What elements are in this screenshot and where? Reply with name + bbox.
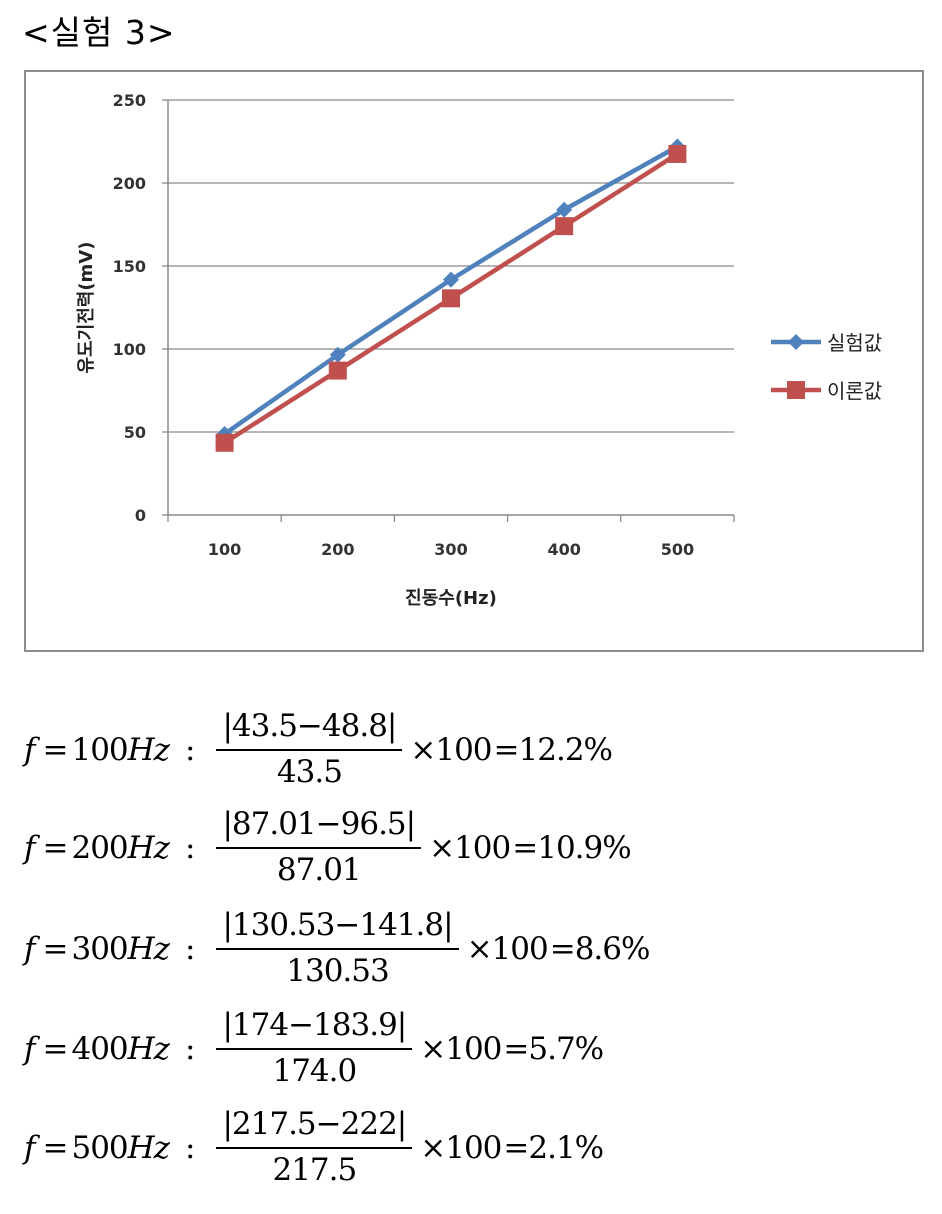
x-tick-label: 300	[434, 540, 467, 559]
formula-variable: f	[24, 830, 36, 866]
error-formula-row: f = 500 Hz: |217.5−222| 217.5 ×100 =2.1%	[24, 1102, 604, 1194]
y-tick-label: 200	[113, 174, 146, 193]
formula-result: =10.9%	[512, 830, 631, 866]
y-tick-label: 50	[124, 423, 146, 442]
formula-fraction: |87.01−96.5| 87.01	[212, 807, 425, 888]
legend-marker	[787, 381, 805, 399]
y-axis-label: 유도기전력(mV)	[76, 242, 97, 374]
formula-equals: =	[42, 830, 68, 866]
x-tick-label: 500	[661, 540, 694, 559]
x-tick-label: 400	[547, 540, 580, 559]
line-chart: 0 50 100 150 200 250 100 200 300 400 500 진동수(Hz) 유도기…	[76, 91, 882, 609]
formula-equals: =	[42, 732, 68, 768]
x-tick-label: 200	[321, 540, 354, 559]
legend-marker	[788, 334, 804, 350]
formula-result: =12.2%	[493, 732, 613, 768]
formula-multiplier: ×100	[420, 1031, 502, 1067]
formula-variable: f	[24, 1031, 36, 1067]
formula-numerator: |43.5−48.8|	[216, 709, 403, 751]
formula-result: =5.7%	[503, 1031, 604, 1067]
legend-label: 실험값	[827, 331, 882, 355]
formula-colon: :	[185, 1031, 196, 1067]
formula-unit: Hz	[127, 830, 170, 866]
formula-denominator: 174.0	[272, 1053, 357, 1089]
formula-multiplier: ×100	[429, 830, 511, 866]
formula-multiplier: ×100	[420, 1130, 502, 1166]
section-heading: <실험 3>	[22, 13, 176, 52]
formula-multiplier: ×100	[466, 931, 549, 967]
formula-frequency: 400	[71, 1031, 128, 1067]
formula-numerator: |130.53−141.8|	[216, 908, 459, 950]
formula-fraction: |217.5−222| 217.5	[212, 1107, 416, 1188]
series-point	[442, 289, 460, 308]
x-axis-label: 진동수(Hz)	[405, 588, 497, 609]
series-point	[556, 201, 573, 218]
formula-unit: Hz	[127, 931, 170, 967]
formula-unit: Hz	[127, 1031, 170, 1067]
series-point	[443, 271, 459, 288]
y-tick-label: 150	[113, 257, 146, 276]
formula-variable: f	[24, 931, 36, 967]
series-point	[668, 144, 687, 163]
formula-equals: =	[42, 931, 68, 967]
formula-fraction: |130.53−141.8| 130.53	[212, 908, 462, 989]
formula-numerator: |174−183.9|	[216, 1008, 413, 1050]
formula-denominator: 130.53	[286, 953, 389, 989]
formula-fraction: |43.5−48.8| 43.5	[212, 709, 406, 790]
formula-denominator: 217.5	[272, 1152, 357, 1188]
formula-numerator: |217.5−222|	[216, 1107, 413, 1149]
formula-multiplier: ×100	[410, 732, 492, 768]
formula-colon: :	[185, 830, 196, 866]
chart-frame: 0 50 100 150 200 250 100 200 300 400 500 진동수(Hz) 유도기…	[24, 70, 924, 652]
y-tick-label: 0	[135, 506, 146, 525]
formula-frequency: 300	[71, 931, 128, 967]
formula-fraction: |174−183.9| 174.0	[212, 1008, 416, 1089]
formula-colon: :	[185, 732, 196, 768]
series-point	[328, 361, 347, 380]
error-formula-row: f = 100 Hz: |43.5−48.8| 43.5 ×100 =12.2%	[24, 704, 613, 796]
x-tick-label: 100	[208, 540, 241, 559]
formula-colon: :	[185, 931, 196, 967]
formula-result: =8.6%	[549, 931, 651, 967]
error-formula-row: f = 300 Hz: |130.53−141.8| 130.53 ×100 =8.6%	[24, 903, 651, 995]
formula-numerator: |87.01−96.5|	[216, 807, 422, 849]
formula-frequency: 500	[71, 1130, 128, 1166]
formula-unit: Hz	[127, 732, 170, 768]
error-formula-row: f = 200 Hz: |87.01−96.5| 87.01 ×100 =10.9%	[24, 802, 632, 894]
formula-equals: =	[42, 1031, 68, 1067]
formula-unit: Hz	[127, 1130, 170, 1166]
series-point	[329, 346, 346, 363]
formula-denominator: 87.01	[276, 852, 362, 888]
error-formula-row: f = 400 Hz: |174−183.9| 174.0 ×100 =5.7%	[24, 1003, 604, 1095]
formula-frequency: 100	[71, 732, 128, 768]
y-tick-label: 250	[113, 91, 146, 110]
formula-result: =2.1%	[503, 1130, 604, 1166]
formula-colon: :	[185, 1130, 196, 1166]
formula-variable: f	[24, 1130, 36, 1166]
formula-frequency: 200	[71, 830, 128, 866]
formula-denominator: 43.5	[276, 754, 343, 790]
formula-equals: =	[42, 1130, 68, 1166]
legend-label: 이론값	[827, 379, 882, 403]
series-point	[215, 433, 234, 452]
y-tick-label: 100	[113, 340, 146, 359]
series-point	[555, 217, 574, 236]
formula-variable: f	[24, 732, 36, 768]
